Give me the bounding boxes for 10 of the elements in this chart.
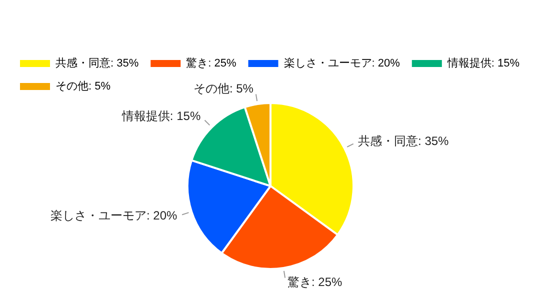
slice-label: 楽しさ・ユーモア: 20% xyxy=(50,208,178,223)
slice-label: 情報提供: 15% xyxy=(120,109,201,124)
legend-label: 驚き: 25% xyxy=(186,58,236,70)
slice-label: 共感・同意: 35% xyxy=(358,134,450,148)
slice-label: その他: 5% xyxy=(193,82,254,96)
legend-label: 楽しさ・ユーモア: 20% xyxy=(284,58,400,70)
legend-label: 情報提供: 15% xyxy=(446,56,520,70)
legend-label: その他: 5% xyxy=(56,80,111,93)
slice-label: 驚き: 25% xyxy=(288,275,343,290)
legend-label: 共感・同意: 35% xyxy=(56,56,139,70)
